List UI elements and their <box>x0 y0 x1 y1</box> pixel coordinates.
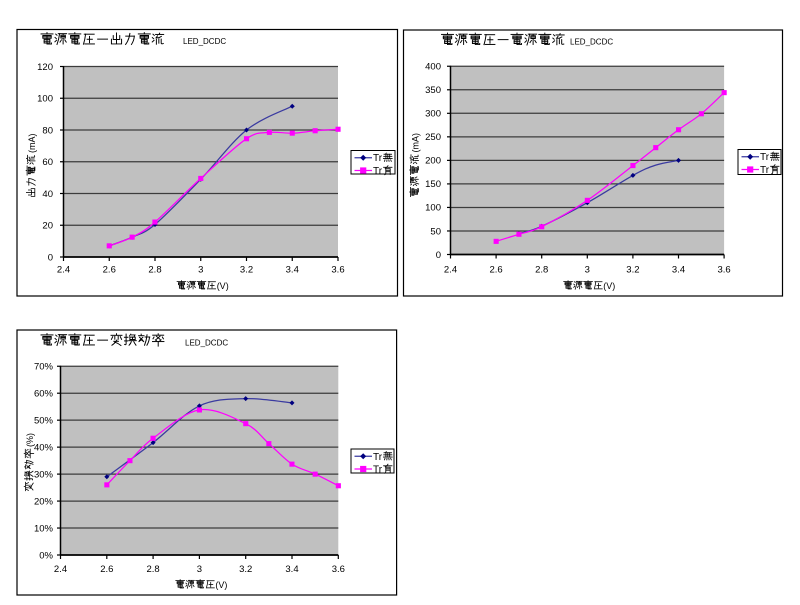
svg-text:2.4: 2.4 <box>57 265 70 276</box>
svg-text:3.6: 3.6 <box>331 265 344 276</box>
svg-text:(V): (V) <box>603 281 615 291</box>
svg-text:LED_DCDC: LED_DCDC <box>183 37 226 46</box>
svg-text:3: 3 <box>197 564 202 575</box>
svg-text:3: 3 <box>198 265 203 276</box>
svg-text:3.2: 3.2 <box>240 265 253 276</box>
svg-text:70%: 70% <box>34 362 54 373</box>
svg-text:Tr: Tr <box>760 152 770 163</box>
svg-text:(V): (V) <box>215 580 227 590</box>
svg-text:(V): (V) <box>217 281 229 291</box>
svg-text:250: 250 <box>425 132 441 143</box>
svg-text:2.6: 2.6 <box>103 265 116 276</box>
svg-text:(mA): (mA) <box>411 133 421 153</box>
svg-text:0%: 0% <box>39 550 53 561</box>
svg-text:60: 60 <box>42 157 53 168</box>
svg-text:120: 120 <box>37 62 53 73</box>
svg-text:LED_DCDC: LED_DCDC <box>570 38 613 47</box>
svg-text:40%: 40% <box>34 442 54 453</box>
svg-text:Tr: Tr <box>373 166 383 177</box>
svg-text:100: 100 <box>425 203 441 214</box>
svg-text:Tr: Tr <box>760 165 770 176</box>
svg-text:2.4: 2.4 <box>444 265 457 276</box>
svg-text:350: 350 <box>425 85 441 96</box>
svg-text:3.6: 3.6 <box>332 564 345 575</box>
svg-text:(mA): (mA) <box>27 134 37 154</box>
svg-text:30%: 30% <box>34 469 54 480</box>
svg-text:3.4: 3.4 <box>286 265 299 276</box>
svg-text:Tr: Tr <box>373 452 383 463</box>
svg-text:Tr: Tr <box>373 465 383 476</box>
svg-text:400: 400 <box>425 62 441 73</box>
svg-text:200: 200 <box>425 156 441 167</box>
svg-text:2.6: 2.6 <box>489 265 502 276</box>
svg-text:2.8: 2.8 <box>146 564 159 575</box>
svg-text:LED_DCDC: LED_DCDC <box>185 339 228 348</box>
svg-text:50: 50 <box>430 226 441 237</box>
svg-text:0: 0 <box>436 250 441 261</box>
svg-text:3.4: 3.4 <box>672 265 685 276</box>
svg-text:Tr: Tr <box>373 153 383 164</box>
svg-text:40: 40 <box>42 189 53 200</box>
svg-text:10%: 10% <box>34 523 54 534</box>
svg-text:60%: 60% <box>34 389 54 400</box>
svg-text:2.4: 2.4 <box>54 564 67 575</box>
svg-text:0: 0 <box>48 252 53 263</box>
svg-text:(%): (%) <box>25 433 35 447</box>
svg-text:2.8: 2.8 <box>535 265 548 276</box>
svg-text:300: 300 <box>425 109 441 120</box>
svg-text:3.2: 3.2 <box>239 564 252 575</box>
svg-text:2.6: 2.6 <box>100 564 113 575</box>
svg-text:50%: 50% <box>34 415 54 426</box>
svg-text:3.2: 3.2 <box>626 265 639 276</box>
svg-text:20: 20 <box>42 221 53 232</box>
svg-text:3: 3 <box>585 265 590 276</box>
svg-text:150: 150 <box>425 179 441 190</box>
svg-text:3.4: 3.4 <box>285 564 298 575</box>
svg-text:2.8: 2.8 <box>148 265 161 276</box>
svg-text:20%: 20% <box>34 496 54 507</box>
svg-text:3.6: 3.6 <box>717 265 730 276</box>
svg-text:80: 80 <box>42 125 53 136</box>
svg-text:100: 100 <box>37 94 53 105</box>
